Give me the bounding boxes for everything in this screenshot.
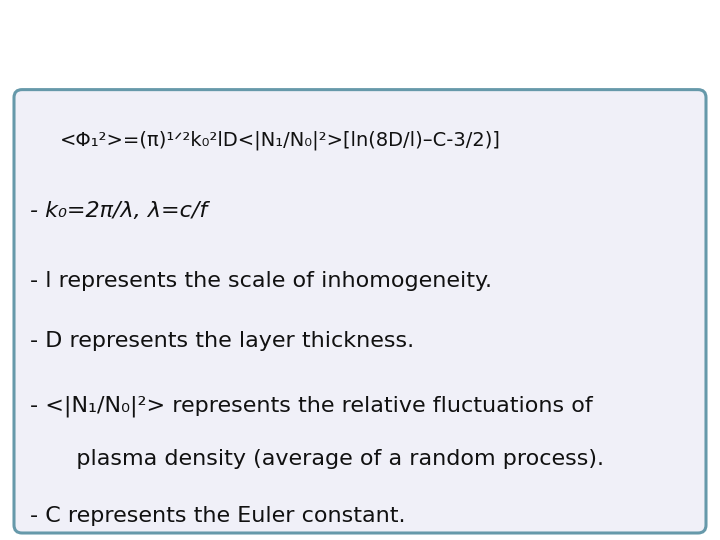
Text: - k₀=2π/λ, λ=c/f: - k₀=2π/λ, λ=c/f (30, 201, 207, 221)
FancyBboxPatch shape (14, 90, 706, 533)
Text: Phase disturbance - Simulation: Phase disturbance - Simulation (18, 31, 531, 59)
Text: <Φ₁²>=(π)¹ᐟ²k₀²lD<|N₁/N₀|²>[ln(8D/l)–C-3/2)]: <Φ₁²>=(π)¹ᐟ²k₀²lD<|N₁/N₀|²>[ln(8D/l)–C-3… (60, 131, 501, 150)
Text: - C represents the Euler constant.: - C represents the Euler constant. (30, 505, 405, 525)
Text: plasma density (average of a random process).: plasma density (average of a random proc… (55, 449, 604, 469)
Text: - D represents the layer thickness.: - D represents the layer thickness. (30, 330, 414, 350)
Text: - l represents the scale of inhomogeneity.: - l represents the scale of inhomogeneit… (30, 271, 492, 291)
Text: - <|N₁/N₀|²> represents the relative fluctuations of: - <|N₁/N₀|²> represents the relative flu… (30, 396, 593, 417)
